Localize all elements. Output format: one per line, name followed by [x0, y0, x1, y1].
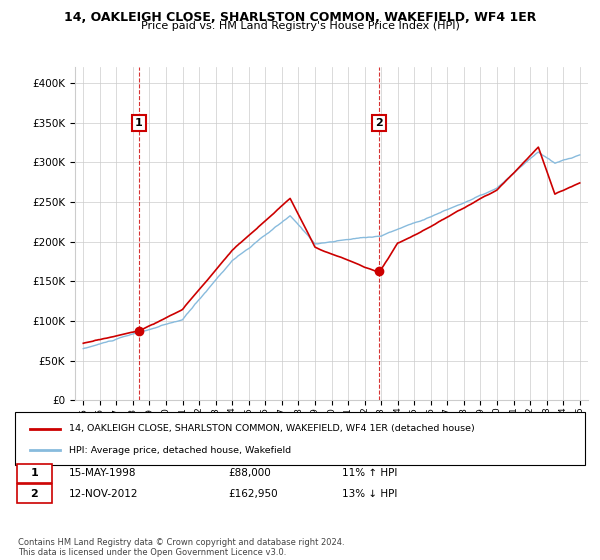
Text: £162,950: £162,950 — [228, 489, 278, 499]
Text: 15-MAY-1998: 15-MAY-1998 — [69, 468, 137, 478]
Text: 14, OAKLEIGH CLOSE, SHARLSTON COMMON, WAKEFIELD, WF4 1ER: 14, OAKLEIGH CLOSE, SHARLSTON COMMON, WA… — [64, 11, 536, 24]
Text: 12-NOV-2012: 12-NOV-2012 — [69, 489, 139, 499]
Text: 13% ↓ HPI: 13% ↓ HPI — [342, 489, 397, 499]
Text: 11% ↑ HPI: 11% ↑ HPI — [342, 468, 397, 478]
Text: 2: 2 — [31, 489, 38, 499]
Text: Price paid vs. HM Land Registry's House Price Index (HPI): Price paid vs. HM Land Registry's House … — [140, 21, 460, 31]
Text: Contains HM Land Registry data © Crown copyright and database right 2024.
This d: Contains HM Land Registry data © Crown c… — [18, 538, 344, 557]
Text: 1: 1 — [31, 468, 38, 478]
Text: 14, OAKLEIGH CLOSE, SHARLSTON COMMON, WAKEFIELD, WF4 1ER (detached house): 14, OAKLEIGH CLOSE, SHARLSTON COMMON, WA… — [69, 424, 475, 433]
Text: 1: 1 — [135, 118, 143, 128]
Text: 2: 2 — [375, 118, 383, 128]
Text: HPI: Average price, detached house, Wakefield: HPI: Average price, detached house, Wake… — [69, 446, 291, 455]
Text: £88,000: £88,000 — [228, 468, 271, 478]
